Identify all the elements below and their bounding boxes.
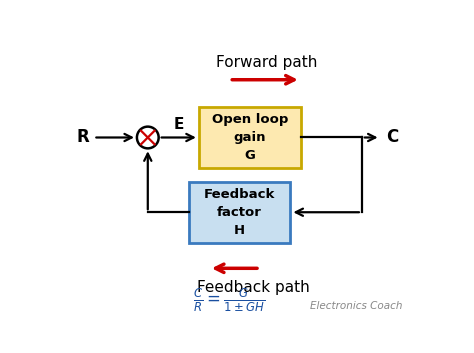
Text: Feedback path: Feedback path [197,280,310,295]
FancyBboxPatch shape [189,182,291,243]
Text: $\frac{C}{R} = \frac{G}{1 \pm GH}$: $\frac{C}{R} = \frac{G}{1 \pm GH}$ [193,286,265,313]
Text: E: E [173,118,184,132]
Text: C: C [386,128,398,146]
Text: R: R [77,128,90,146]
FancyBboxPatch shape [199,107,301,168]
Text: Open loop
gain
G: Open loop gain G [211,113,288,162]
Text: Electronics Coach: Electronics Coach [310,301,402,311]
Text: Feedback
factor
H: Feedback factor H [204,188,275,237]
Text: Forward path: Forward path [216,55,318,70]
